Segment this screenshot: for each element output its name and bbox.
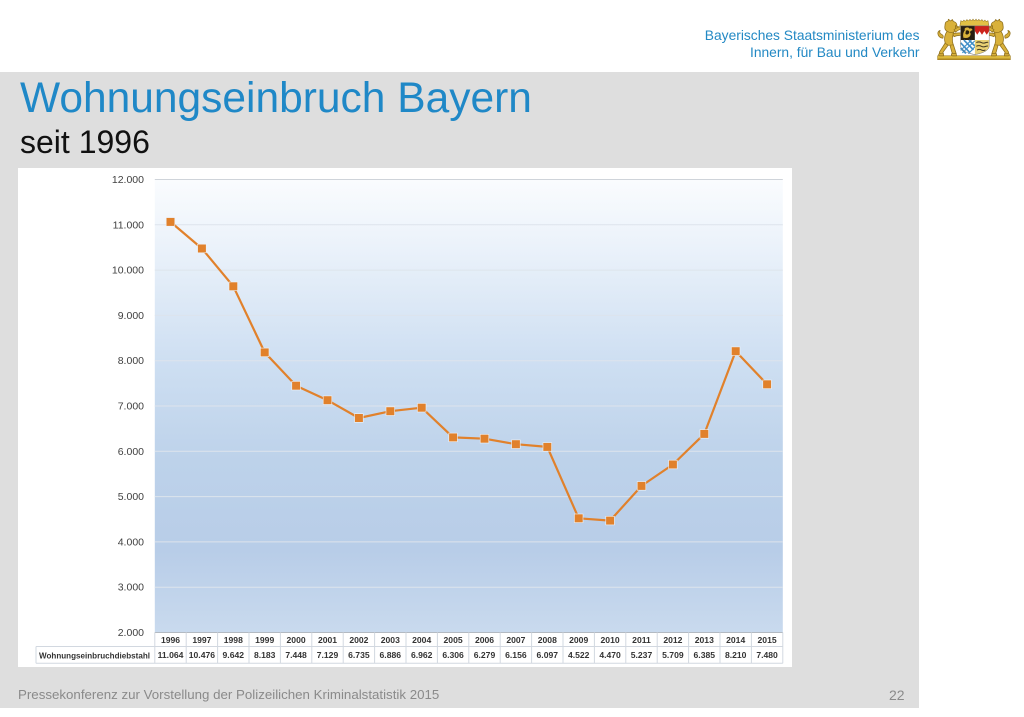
svg-text:8.210: 8.210 bbox=[725, 650, 747, 660]
svg-text:2008: 2008 bbox=[538, 635, 557, 645]
svg-text:2015: 2015 bbox=[758, 635, 777, 645]
svg-text:10.000: 10.000 bbox=[112, 265, 144, 277]
svg-text:2012: 2012 bbox=[663, 635, 682, 645]
svg-text:1996: 1996 bbox=[161, 635, 180, 645]
svg-text:2001: 2001 bbox=[318, 635, 337, 645]
svg-text:6.156: 6.156 bbox=[505, 650, 527, 660]
svg-text:8.000: 8.000 bbox=[118, 355, 144, 367]
svg-text:5.709: 5.709 bbox=[662, 650, 684, 660]
svg-text:2011: 2011 bbox=[632, 635, 651, 645]
svg-text:12.000: 12.000 bbox=[112, 174, 144, 186]
svg-text:9.642: 9.642 bbox=[223, 650, 245, 660]
svg-text:6.279: 6.279 bbox=[474, 650, 496, 660]
svg-text:2.000: 2.000 bbox=[118, 627, 144, 639]
svg-text:2000: 2000 bbox=[287, 635, 306, 645]
svg-text:5.000: 5.000 bbox=[118, 491, 144, 503]
svg-text:7.000: 7.000 bbox=[118, 401, 144, 413]
svg-text:6.735: 6.735 bbox=[348, 650, 370, 660]
svg-text:1998: 1998 bbox=[224, 635, 243, 645]
svg-text:5.237: 5.237 bbox=[631, 650, 653, 660]
svg-text:2007: 2007 bbox=[506, 635, 525, 645]
svg-text:2013: 2013 bbox=[695, 635, 714, 645]
svg-text:11.064: 11.064 bbox=[158, 650, 184, 660]
svg-text:6.962: 6.962 bbox=[411, 650, 433, 660]
svg-text:1997: 1997 bbox=[192, 635, 211, 645]
svg-text:2003: 2003 bbox=[381, 635, 400, 645]
svg-text:2014: 2014 bbox=[726, 635, 745, 645]
svg-text:6.306: 6.306 bbox=[442, 650, 464, 660]
svg-text:2010: 2010 bbox=[601, 635, 620, 645]
svg-text:1999: 1999 bbox=[255, 635, 274, 645]
svg-text:7.448: 7.448 bbox=[285, 650, 307, 660]
svg-text:6.097: 6.097 bbox=[537, 650, 559, 660]
svg-text:7.480: 7.480 bbox=[756, 650, 778, 660]
svg-text:8.183: 8.183 bbox=[254, 650, 276, 660]
svg-text:4.000: 4.000 bbox=[118, 536, 144, 548]
svg-text:6.000: 6.000 bbox=[118, 446, 144, 458]
svg-text:2002: 2002 bbox=[349, 635, 368, 645]
svg-text:2006: 2006 bbox=[475, 635, 494, 645]
svg-text:2009: 2009 bbox=[569, 635, 588, 645]
svg-text:4.522: 4.522 bbox=[568, 650, 590, 660]
svg-text:9.000: 9.000 bbox=[118, 310, 144, 322]
svg-text:10.476: 10.476 bbox=[189, 650, 216, 660]
svg-text:4.470: 4.470 bbox=[599, 650, 621, 660]
svg-text:3.000: 3.000 bbox=[118, 582, 144, 594]
svg-text:7.129: 7.129 bbox=[317, 650, 339, 660]
svg-text:11.000: 11.000 bbox=[113, 219, 144, 231]
svg-text:2004: 2004 bbox=[412, 635, 431, 645]
svg-text:2005: 2005 bbox=[444, 635, 463, 645]
svg-text:Wohnungseinbruchdiebstahl: Wohnungseinbruchdiebstahl bbox=[39, 651, 150, 661]
svg-text:6.886: 6.886 bbox=[380, 650, 402, 660]
svg-text:6.385: 6.385 bbox=[694, 650, 716, 660]
